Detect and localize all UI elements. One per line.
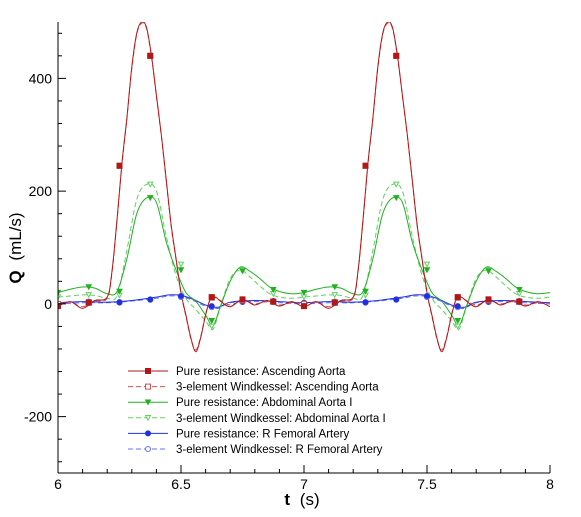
y-tick-label: -200 bbox=[24, 409, 52, 425]
series-3-marker bbox=[392, 181, 400, 188]
series-4-marker bbox=[454, 303, 461, 310]
legend: Pure resistance: Ascending Aorta 3-elemen… bbox=[128, 366, 386, 456]
x-tick-label: 7 bbox=[300, 476, 308, 492]
series-4-marker bbox=[116, 299, 123, 306]
series-4-marker bbox=[393, 296, 400, 303]
series-4-marker bbox=[424, 292, 430, 299]
legend-marker-4 bbox=[145, 430, 151, 437]
legend-marker-2 bbox=[144, 399, 152, 406]
marker-layer bbox=[58, 52, 523, 330]
series-0-marker bbox=[239, 296, 246, 303]
series-4-marker bbox=[147, 296, 154, 303]
series-3-marker bbox=[85, 292, 93, 299]
y-axis-title: Q (mL/s) bbox=[6, 212, 25, 283]
series-2-marker bbox=[300, 289, 308, 296]
series-0-marker bbox=[116, 162, 123, 169]
x-tick-label: 6.5 bbox=[171, 476, 191, 492]
series-2-marker bbox=[454, 318, 462, 325]
y-tick-label: 0 bbox=[44, 296, 52, 312]
x-axis-title-unit: (s) bbox=[300, 490, 320, 509]
legend-label-5: 3-element Windkessel: R Femoral Artery bbox=[176, 444, 383, 456]
series-3-marker bbox=[58, 294, 62, 301]
series-0-marker bbox=[516, 298, 523, 305]
series-0-marker bbox=[208, 294, 215, 301]
series-3-marker bbox=[331, 292, 339, 299]
series-0-marker bbox=[85, 299, 92, 306]
axes-layer: 6 6.5 7 7.5 8 -200 0 200 400 bbox=[24, 22, 554, 492]
series-0-marker bbox=[393, 52, 400, 59]
legend-label-4: Pure resistance: R Femoral Artery bbox=[176, 428, 349, 440]
x-tick-label: 6 bbox=[54, 476, 62, 492]
x-axis-title: t (s) bbox=[284, 490, 319, 509]
legend-marker-1 bbox=[145, 383, 151, 390]
series-0-marker bbox=[58, 303, 61, 310]
series-2-marker bbox=[331, 284, 339, 291]
series-0-marker bbox=[147, 52, 154, 59]
series-0-marker bbox=[454, 294, 461, 301]
x-tick-label: 7.5 bbox=[417, 476, 437, 492]
series-4-marker bbox=[208, 303, 215, 310]
series-4-marker bbox=[362, 299, 369, 306]
series-2-marker bbox=[515, 287, 523, 294]
series-0-marker bbox=[331, 299, 338, 306]
series-3-marker bbox=[177, 261, 185, 268]
series-2-marker bbox=[485, 268, 492, 275]
series-3-marker bbox=[454, 323, 462, 330]
legend-marker-5 bbox=[145, 446, 151, 452]
y-axis-title-main: Q bbox=[6, 270, 25, 283]
series-2-marker bbox=[116, 288, 123, 295]
x-tick-label: 8 bbox=[546, 476, 554, 492]
series-4-marker bbox=[178, 292, 184, 299]
y-tick-label: 400 bbox=[29, 70, 53, 86]
x-axis-title-main: t bbox=[284, 490, 290, 509]
series-2-marker bbox=[392, 195, 400, 202]
y-axis-title-unit: (mL/s) bbox=[6, 212, 25, 260]
legend-marker-0 bbox=[145, 368, 151, 374]
series-2-marker bbox=[58, 289, 62, 296]
series-3-marker bbox=[423, 261, 431, 268]
legend-label-1: 3-element Windkessel: Ascending Aorta bbox=[176, 382, 379, 394]
series-3-marker bbox=[146, 181, 154, 188]
series-2-marker bbox=[423, 267, 431, 274]
legend-marker-3 bbox=[144, 415, 152, 422]
series-0-marker bbox=[362, 162, 369, 169]
series-2-marker bbox=[362, 288, 369, 295]
legend-label-2: Pure resistance: Abdominal Aorta I bbox=[176, 397, 352, 409]
series-2-marker bbox=[146, 195, 154, 202]
series-0-marker bbox=[301, 303, 307, 310]
series-0-marker bbox=[270, 298, 277, 305]
series-0-marker bbox=[485, 296, 492, 303]
legend-label-0: Pure resistance: Ascending Aorta bbox=[176, 366, 346, 378]
series-2-marker bbox=[177, 267, 185, 274]
series-2-marker bbox=[208, 318, 216, 325]
series-2-marker bbox=[269, 287, 277, 294]
series-3-marker bbox=[208, 323, 216, 330]
series-2-marker bbox=[85, 284, 93, 291]
series-2-marker bbox=[239, 268, 246, 275]
y-tick-label: 200 bbox=[29, 183, 53, 199]
legend-label-3: 3-element Windkessel: Abdominal Aorta I bbox=[176, 413, 386, 425]
